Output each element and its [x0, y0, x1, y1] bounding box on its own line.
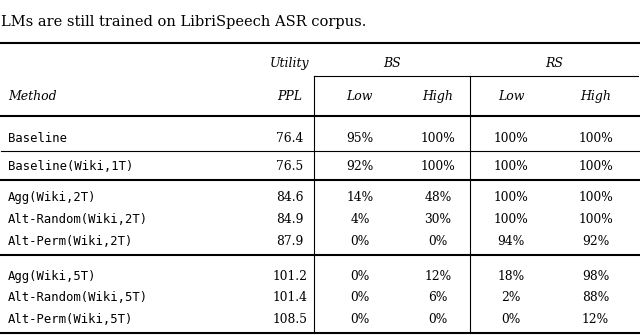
- Text: PPL: PPL: [277, 90, 302, 103]
- Text: 0%: 0%: [350, 270, 369, 283]
- Text: 2%: 2%: [502, 291, 521, 304]
- Text: 100%: 100%: [578, 192, 613, 205]
- Text: 76.5: 76.5: [276, 160, 303, 173]
- Text: 100%: 100%: [420, 131, 455, 144]
- Text: 101.2: 101.2: [272, 270, 307, 283]
- Text: LMs are still trained on LibriSpeech ASR corpus.: LMs are still trained on LibriSpeech ASR…: [1, 15, 367, 29]
- Text: 100%: 100%: [494, 213, 529, 226]
- Text: 4%: 4%: [350, 213, 369, 226]
- Text: 94%: 94%: [497, 235, 525, 248]
- Text: Agg(Wiki,2T): Agg(Wiki,2T): [8, 192, 96, 205]
- Text: 100%: 100%: [494, 160, 529, 173]
- Text: Baseline(Wiki,1T): Baseline(Wiki,1T): [8, 160, 133, 173]
- Text: RS: RS: [545, 56, 563, 70]
- Text: 84.9: 84.9: [276, 213, 303, 226]
- Text: Method: Method: [8, 90, 56, 103]
- Text: 0%: 0%: [428, 313, 447, 326]
- Text: 12%: 12%: [424, 270, 451, 283]
- Text: Agg(Wiki,5T): Agg(Wiki,5T): [8, 270, 96, 283]
- Text: High: High: [580, 90, 611, 103]
- Text: 18%: 18%: [498, 270, 525, 283]
- Text: High: High: [422, 90, 453, 103]
- Text: Alt-Perm(Wiki,2T): Alt-Perm(Wiki,2T): [8, 235, 133, 248]
- Text: 48%: 48%: [424, 192, 451, 205]
- Text: 0%: 0%: [350, 235, 369, 248]
- Text: 100%: 100%: [494, 131, 529, 144]
- Text: 30%: 30%: [424, 213, 451, 226]
- Text: BS: BS: [383, 56, 401, 70]
- Text: 76.4: 76.4: [276, 131, 303, 144]
- Text: 6%: 6%: [428, 291, 447, 304]
- Text: 92%: 92%: [346, 160, 374, 173]
- Text: 87.9: 87.9: [276, 235, 303, 248]
- Text: 108.5: 108.5: [272, 313, 307, 326]
- Text: Alt-Perm(Wiki,5T): Alt-Perm(Wiki,5T): [8, 313, 133, 326]
- Text: 88%: 88%: [582, 291, 609, 304]
- Text: 0%: 0%: [428, 235, 447, 248]
- Text: 95%: 95%: [346, 131, 373, 144]
- Text: 98%: 98%: [582, 270, 609, 283]
- Text: Low: Low: [347, 90, 373, 103]
- Text: Alt-Random(Wiki,5T): Alt-Random(Wiki,5T): [8, 291, 148, 304]
- Text: 14%: 14%: [346, 192, 373, 205]
- Text: 100%: 100%: [420, 160, 455, 173]
- Text: 0%: 0%: [350, 313, 369, 326]
- Text: 101.4: 101.4: [272, 291, 307, 304]
- Text: 0%: 0%: [350, 291, 369, 304]
- Text: 100%: 100%: [578, 213, 613, 226]
- Text: 100%: 100%: [578, 160, 613, 173]
- Text: 100%: 100%: [578, 131, 613, 144]
- Text: 92%: 92%: [582, 235, 609, 248]
- Text: 0%: 0%: [502, 313, 521, 326]
- Text: 84.6: 84.6: [276, 192, 303, 205]
- Text: Baseline: Baseline: [8, 131, 67, 144]
- Text: 12%: 12%: [582, 313, 609, 326]
- Text: Utility: Utility: [270, 56, 310, 70]
- Text: 100%: 100%: [494, 192, 529, 205]
- Text: Low: Low: [498, 90, 524, 103]
- Text: Alt-Random(Wiki,2T): Alt-Random(Wiki,2T): [8, 213, 148, 226]
